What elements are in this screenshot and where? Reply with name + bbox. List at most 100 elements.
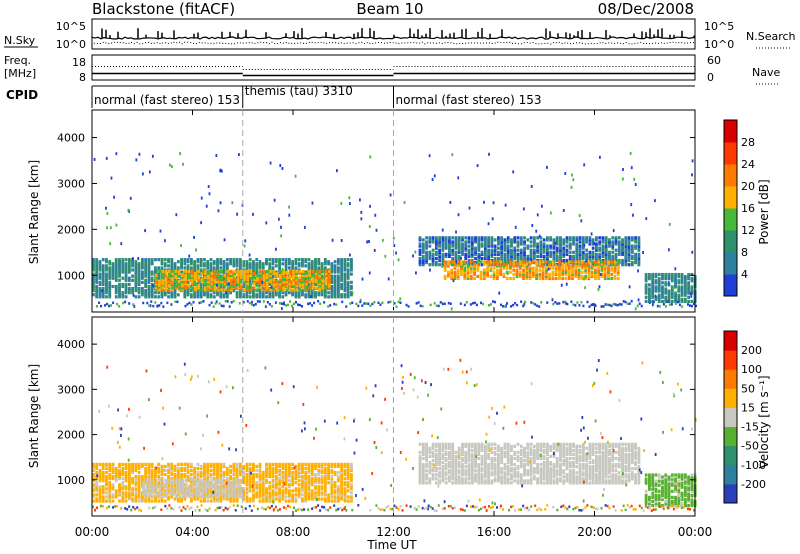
echo-cell [324, 280, 328, 284]
echo-cell [158, 484, 162, 488]
echo-cell [284, 268, 288, 272]
echo-cell [310, 291, 314, 295]
echo-cell [310, 295, 314, 299]
echo-cell [614, 242, 618, 246]
echo-cell [282, 273, 285, 278]
echo-cell [150, 468, 154, 473]
echo-cell [443, 262, 447, 266]
echo-cell [177, 288, 181, 292]
echo-cell [124, 278, 128, 282]
echo-cell [121, 282, 125, 287]
echo-cell [98, 489, 102, 493]
echo-cell [651, 299, 655, 304]
echo-cell [425, 465, 428, 469]
colorbar-swatch [724, 164, 737, 187]
echo-cell [144, 278, 148, 282]
echo-cell [330, 485, 334, 489]
echo-cell [587, 262, 591, 266]
echo-cell [545, 274, 548, 278]
echo-cell [203, 271, 207, 276]
echo-cell [235, 291, 239, 295]
echo-cell [258, 475, 262, 479]
echo-cell [578, 248, 582, 252]
echo-cell [108, 266, 112, 270]
echo-cell [576, 301, 579, 304]
echo-cell [585, 240, 589, 244]
echo-cell [127, 289, 131, 293]
echo-cell [516, 258, 520, 263]
echo-cell [531, 223, 534, 227]
echo-cell [444, 246, 448, 250]
echo-cell [469, 303, 472, 306]
echo-cell [111, 266, 115, 270]
echo-cell [464, 242, 468, 246]
echo-cell [474, 240, 477, 244]
echo-cell [480, 236, 484, 240]
echo-cell [500, 303, 503, 307]
echo-cell [513, 238, 517, 242]
echo-cell [431, 263, 435, 267]
echo-cell [548, 264, 552, 268]
echo-cell [291, 262, 295, 266]
echo-cell [227, 478, 230, 482]
echo-cell [588, 256, 592, 261]
echo-cell [330, 270, 334, 274]
echo-cell [265, 273, 269, 278]
echo-cell [307, 487, 311, 491]
echo-cell [453, 274, 457, 278]
echo-cell [607, 274, 610, 278]
echo-cell [467, 244, 471, 248]
echo-cell [161, 271, 165, 276]
echo-cell [307, 481, 311, 485]
echo-cell [617, 250, 621, 254]
echo-cell [157, 295, 161, 299]
echo-cell [532, 238, 536, 242]
range-tick-label: 3000 [57, 177, 85, 190]
echo-cell [184, 275, 188, 280]
echo-cell [536, 242, 540, 246]
echo-cell [431, 442, 435, 446]
echo-cell [161, 286, 165, 290]
echo-cell [167, 260, 170, 264]
echo-cell [206, 464, 210, 469]
echo-cell [577, 272, 581, 276]
echo-cell [124, 291, 128, 295]
echo-cell [105, 274, 108, 278]
echo-cell [474, 248, 477, 252]
echo-cell [127, 260, 131, 264]
echo-cell [137, 274, 141, 278]
echo-cell [140, 291, 144, 295]
echo-cell [226, 300, 229, 303]
echo-cell [305, 282, 308, 286]
echo-cell [346, 470, 350, 475]
echo-cell [127, 470, 131, 475]
echo-cell [157, 481, 161, 485]
echo-cell [350, 487, 353, 491]
echo-cell [297, 262, 301, 266]
echo-cell [223, 492, 227, 497]
echo-cell [616, 304, 619, 307]
echo-cell [204, 484, 208, 488]
echo-cell [492, 272, 496, 276]
echo-cell [206, 466, 210, 471]
echo-cell [301, 481, 304, 485]
echo-cell [199, 291, 203, 295]
echo-cell [243, 275, 246, 280]
echo-cell [134, 497, 138, 501]
echo-cell [248, 489, 252, 493]
echo-cell [448, 252, 451, 256]
echo-cell [104, 304, 107, 307]
echo-cell [529, 254, 533, 259]
echo-cell [381, 301, 384, 304]
echo-cell [476, 262, 480, 266]
echo-cell [193, 260, 197, 264]
echo-cell [124, 470, 128, 475]
echo-cell [425, 444, 428, 448]
echo-cell [438, 467, 442, 471]
echo-cell [473, 276, 476, 281]
echo-cell [490, 240, 494, 244]
echo-cell [670, 303, 673, 306]
echo-cell [551, 262, 555, 266]
echo-cell [451, 248, 455, 252]
echo-cell [242, 489, 246, 493]
